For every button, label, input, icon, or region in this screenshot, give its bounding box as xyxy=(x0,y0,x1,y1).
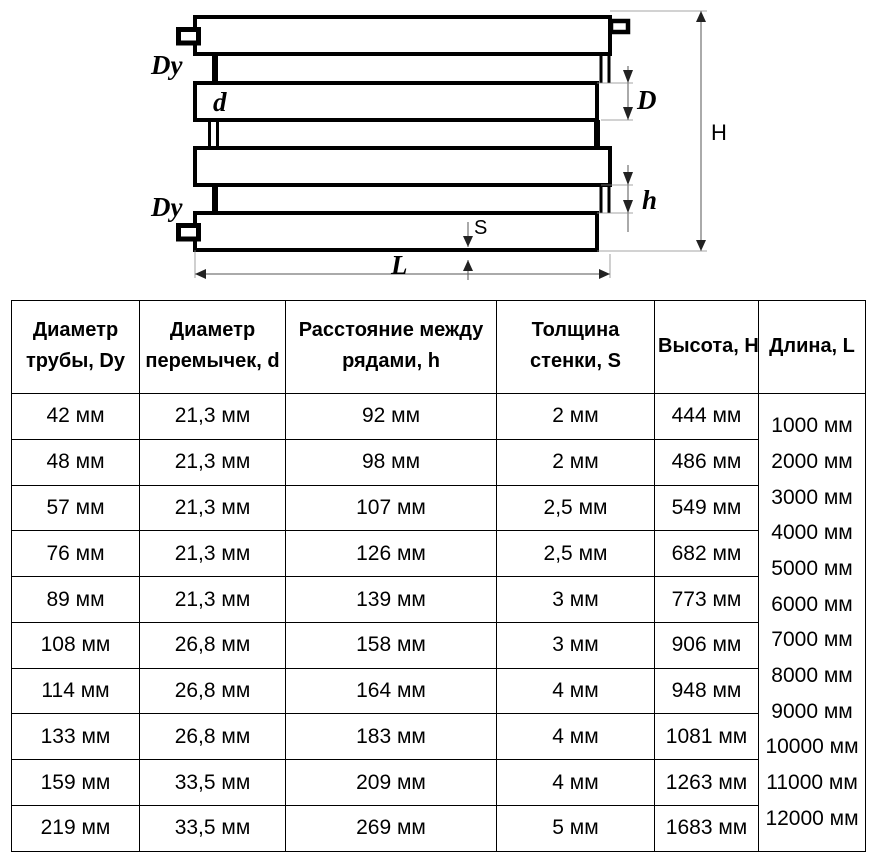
svg-text:d: d xyxy=(213,87,227,117)
svg-text:S: S xyxy=(474,217,487,239)
svg-text:Dy: Dy xyxy=(150,50,183,80)
svg-text:H: H xyxy=(711,120,727,145)
svg-text:L: L xyxy=(390,250,408,280)
svg-text:h: h xyxy=(642,185,657,215)
svg-text:Dy: Dy xyxy=(150,192,183,222)
svg-text:D: D xyxy=(636,85,657,115)
